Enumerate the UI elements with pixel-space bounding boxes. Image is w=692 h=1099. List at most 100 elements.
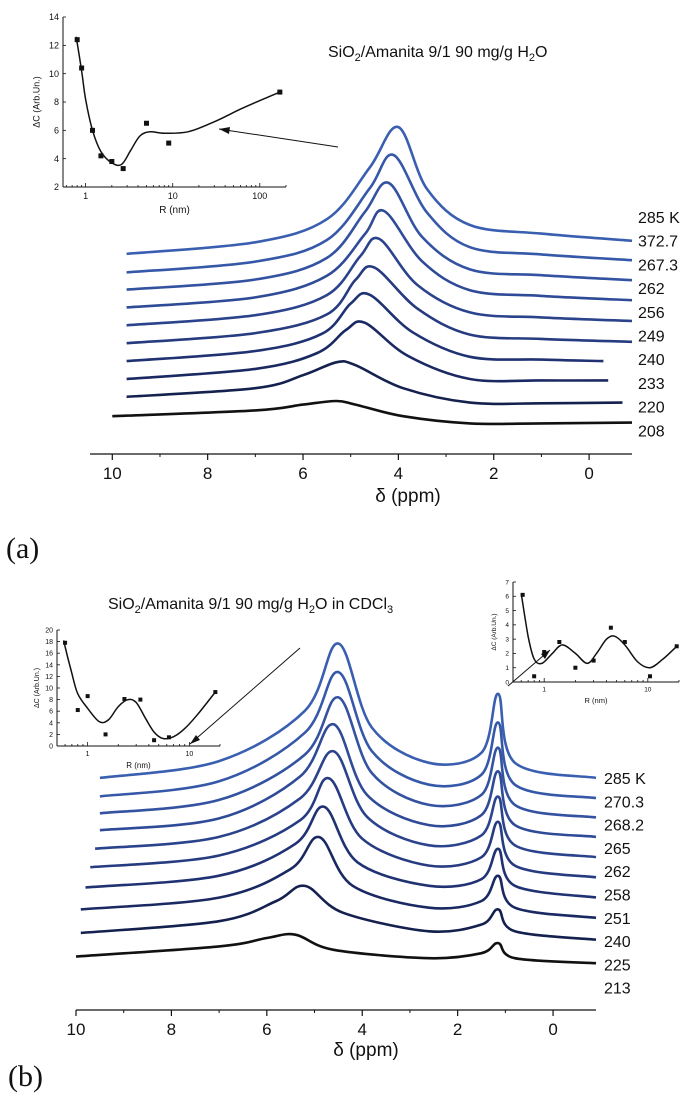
temperature-label: 258: [604, 888, 631, 905]
panel-a-spectra: [112, 125, 633, 426]
inset-y-tick-label: 6: [505, 594, 509, 601]
inset-x-tick-label: 10: [168, 191, 178, 201]
inset-y-tick-label: 4: [505, 622, 509, 629]
panel-a-arrowhead: [219, 127, 230, 134]
spectrum-270.3: [99, 670, 597, 800]
x-tick-label: 10: [103, 464, 122, 483]
inset-y-tick-label: 14: [49, 12, 59, 22]
spectrum-208: [112, 399, 633, 426]
inset-y-tick-label: 0: [505, 679, 509, 686]
inset-data-point: [79, 65, 85, 71]
inset-data-point: [166, 735, 171, 740]
inset-data-point: [213, 690, 218, 695]
spectrum-256: [126, 236, 633, 327]
spectrum-220: [126, 360, 623, 406]
inset-y-tick-label: 16: [45, 651, 53, 658]
inset-y-tick-label: 0: [49, 743, 53, 750]
inset-data-point: [74, 37, 80, 43]
inset-data-point: [143, 120, 149, 126]
inset-x-tick-label: 100: [252, 191, 267, 201]
temperature-label: 225: [604, 957, 631, 974]
spectrum-285: [99, 642, 597, 780]
spectrum-240: [126, 291, 604, 363]
spectrum-262: [94, 749, 597, 859]
inset-data-point: [277, 89, 283, 95]
x-tick-label: 8: [203, 464, 212, 483]
panel-a-label: (a): [6, 532, 39, 565]
inset-x-tick-label: 10: [644, 687, 652, 694]
inset-y-tick-label: 2: [54, 182, 59, 192]
inset-y-label: ΔC (Arb.Un.): [34, 668, 41, 708]
inset-data-point: [622, 640, 627, 644]
temperature-label: 285 K: [604, 771, 646, 788]
inset-data-point: [532, 674, 537, 679]
inset-y-tick-label: 5: [505, 608, 509, 615]
x-tick-label: 0: [584, 464, 593, 483]
temperature-label: 262: [638, 281, 665, 298]
panel-b-left-inset-arrow: [189, 647, 301, 745]
panel-b-x-ticks: 10 8 6 4 2 0: [67, 1010, 558, 1039]
panel-b-label: (b): [8, 1060, 43, 1093]
inset-y-tick-label: 12: [49, 40, 59, 50]
spectrum-258: [90, 776, 597, 879]
x-tick-label: 10: [67, 1020, 86, 1039]
panel-a-inset: 2 4 6 8 10 12 14 1 10 100 R (nm) ΔC (Arb.Un.): [32, 12, 287, 216]
spectrum-251: [85, 805, 597, 899]
panel-b-spectra: [75, 642, 597, 965]
x-tick-label: 6: [262, 1020, 271, 1039]
temperature-label: 267.3: [638, 257, 678, 274]
inset-data-point: [63, 640, 68, 645]
temperature-label: 262: [604, 864, 631, 881]
inset-y-tick-label: 4: [54, 154, 59, 164]
spectrum-233: [126, 320, 609, 383]
temperature-label: 256: [638, 305, 665, 322]
inset-y-tick-label: 2: [505, 651, 509, 658]
inset-y-tick-label: 10: [49, 69, 59, 79]
inset-data-point: [120, 166, 126, 172]
spectrum-268.2: [99, 696, 597, 819]
spectrum-213: [75, 932, 597, 965]
inset-data-point: [90, 127, 96, 133]
inset-fit-curve: [62, 640, 216, 740]
inset-y-tick-label: 3: [505, 636, 509, 643]
temperature-label: 213: [604, 981, 631, 998]
temperature-label: 265: [604, 841, 631, 858]
x-tick-label: 2: [453, 1020, 462, 1039]
panel-b-temperature-labels: 285 K 270.3 268.2 265 262 258 251 240 225 213: [604, 771, 646, 998]
inset-data-point: [122, 697, 127, 702]
inset-y-tick-label: 8: [49, 697, 53, 704]
panel-b-x-label: δ (ppm): [333, 1040, 398, 1061]
inset-x-label: R (nm): [159, 205, 190, 216]
inset-y-label: ΔC (Arb.Un.): [491, 613, 498, 650]
x-tick-label: 0: [548, 1020, 557, 1039]
temperature-label: 240: [604, 934, 631, 951]
inset-data-point: [648, 674, 653, 679]
inset-y-tick-label: 6: [49, 709, 53, 716]
inset-x-tick-label: 1: [86, 751, 90, 758]
inset-data-point: [542, 650, 547, 654]
inset-y-tick-label: 10: [45, 685, 53, 692]
inset-y-tick-label: 4: [49, 720, 53, 727]
inset-y-tick-label: 20: [45, 627, 53, 634]
panel-a-inset-arrow: [218, 128, 339, 148]
panel-b: SiO2/Amanita 9/1 90 mg/g H2O in CDCl3 28…: [8, 579, 680, 1093]
inset-x-tick-label: 1: [83, 191, 88, 201]
inset-data-point: [98, 153, 104, 159]
inset-y-tick-label: 8: [54, 97, 59, 107]
x-tick-label: 6: [298, 464, 307, 483]
inset-data-point: [557, 640, 562, 644]
inset-x-tick-label: 10: [185, 751, 193, 758]
inset-data-point: [608, 625, 613, 630]
x-tick-label: 4: [358, 1020, 367, 1039]
inset-data-point: [109, 159, 115, 164]
x-tick-label: 4: [394, 464, 403, 483]
inset-data-point: [166, 140, 172, 146]
panel-b-left-arrowhead: [190, 735, 200, 744]
temperature-label: 208: [638, 423, 665, 440]
inset-data-point: [591, 658, 596, 663]
panel-b-inset-right: 0 1 2 3 4 5 6 7 1 10 R (nm) ΔC (Arb.Un.): [491, 579, 680, 705]
x-tick-label: 8: [167, 1020, 176, 1039]
panel-b-title: SiO2/Amanita 9/1 90 mg/g H2O in CDCl3: [108, 596, 393, 616]
temperature-label: 270.3: [604, 794, 644, 811]
